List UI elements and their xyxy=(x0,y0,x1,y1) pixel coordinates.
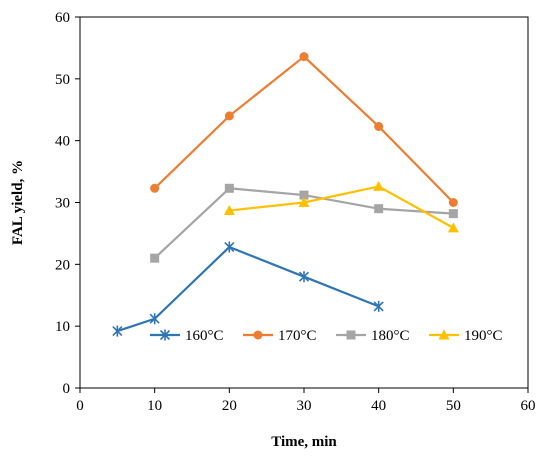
data-point-160C xyxy=(149,313,160,325)
x-tick-label: 60 xyxy=(521,398,536,414)
data-point-180C xyxy=(374,204,384,214)
legend-label: 190°C xyxy=(464,328,503,344)
legend-swatch-marker xyxy=(346,330,356,340)
y-axis-title: FAL yield, % xyxy=(10,160,26,245)
series-line-170C xyxy=(153,55,455,204)
legend-swatch-marker xyxy=(159,329,171,341)
x-tick-label: 20 xyxy=(222,398,237,414)
x-tick-label: 40 xyxy=(371,398,386,414)
data-point-180C xyxy=(150,253,160,263)
series-180C xyxy=(150,183,458,263)
y-tick-label: 0 xyxy=(63,381,71,397)
y-tick-label: 10 xyxy=(55,319,70,335)
y-tick-label: 50 xyxy=(55,72,70,88)
series-190C xyxy=(223,180,459,233)
series-line-190C xyxy=(229,185,454,229)
series-170C xyxy=(150,52,458,207)
x-tick-label: 50 xyxy=(446,398,461,414)
legend-label: 180°C xyxy=(371,328,410,344)
data-point-190C xyxy=(223,205,235,216)
data-point-160C xyxy=(298,271,310,283)
data-point-170C xyxy=(150,183,160,193)
legend-item-170C: 170°C xyxy=(243,328,317,344)
x-axis-title: Time, min xyxy=(271,434,337,450)
y-tick-label: 20 xyxy=(55,257,70,273)
data-point-160C xyxy=(112,325,123,337)
legend: 160°C 170°C 180°C 190°C xyxy=(150,328,503,344)
y-tick-label: 60 xyxy=(55,10,70,26)
legend-label: 170°C xyxy=(278,328,317,344)
legend-label: 160°C xyxy=(185,328,224,344)
legend-swatch-marker xyxy=(253,330,263,340)
legend-swatch-marker xyxy=(438,329,450,340)
y-tick-label: 40 xyxy=(55,134,70,150)
data-point-190C xyxy=(298,197,310,207)
series-160C xyxy=(112,241,384,337)
legend-item-160C: 160°C xyxy=(150,328,224,344)
data-point-180C xyxy=(224,183,234,193)
data-point-180C xyxy=(299,190,309,200)
data-point-180C xyxy=(448,209,458,219)
data-point-170C xyxy=(224,111,234,121)
data-point-170C xyxy=(374,121,384,131)
x-tick-label: 30 xyxy=(297,398,312,414)
data-point-170C xyxy=(299,52,309,62)
data-point-190C xyxy=(447,222,459,233)
legend-item-190C: 190°C xyxy=(429,328,503,344)
data-point-160C xyxy=(224,241,235,253)
series-layer xyxy=(112,52,459,337)
axes: 0 10 20 30 40 50 60 0 10 20 30 40 50 60 xyxy=(55,10,536,414)
data-point-190C xyxy=(373,180,385,191)
data-point-170C xyxy=(448,198,458,207)
legend-item-180C: 180°C xyxy=(336,328,410,344)
x-tick-label: 0 xyxy=(76,398,84,414)
x-tick-label: 10 xyxy=(147,398,162,414)
data-point-160C xyxy=(373,300,384,312)
y-tick-label: 30 xyxy=(55,196,70,212)
